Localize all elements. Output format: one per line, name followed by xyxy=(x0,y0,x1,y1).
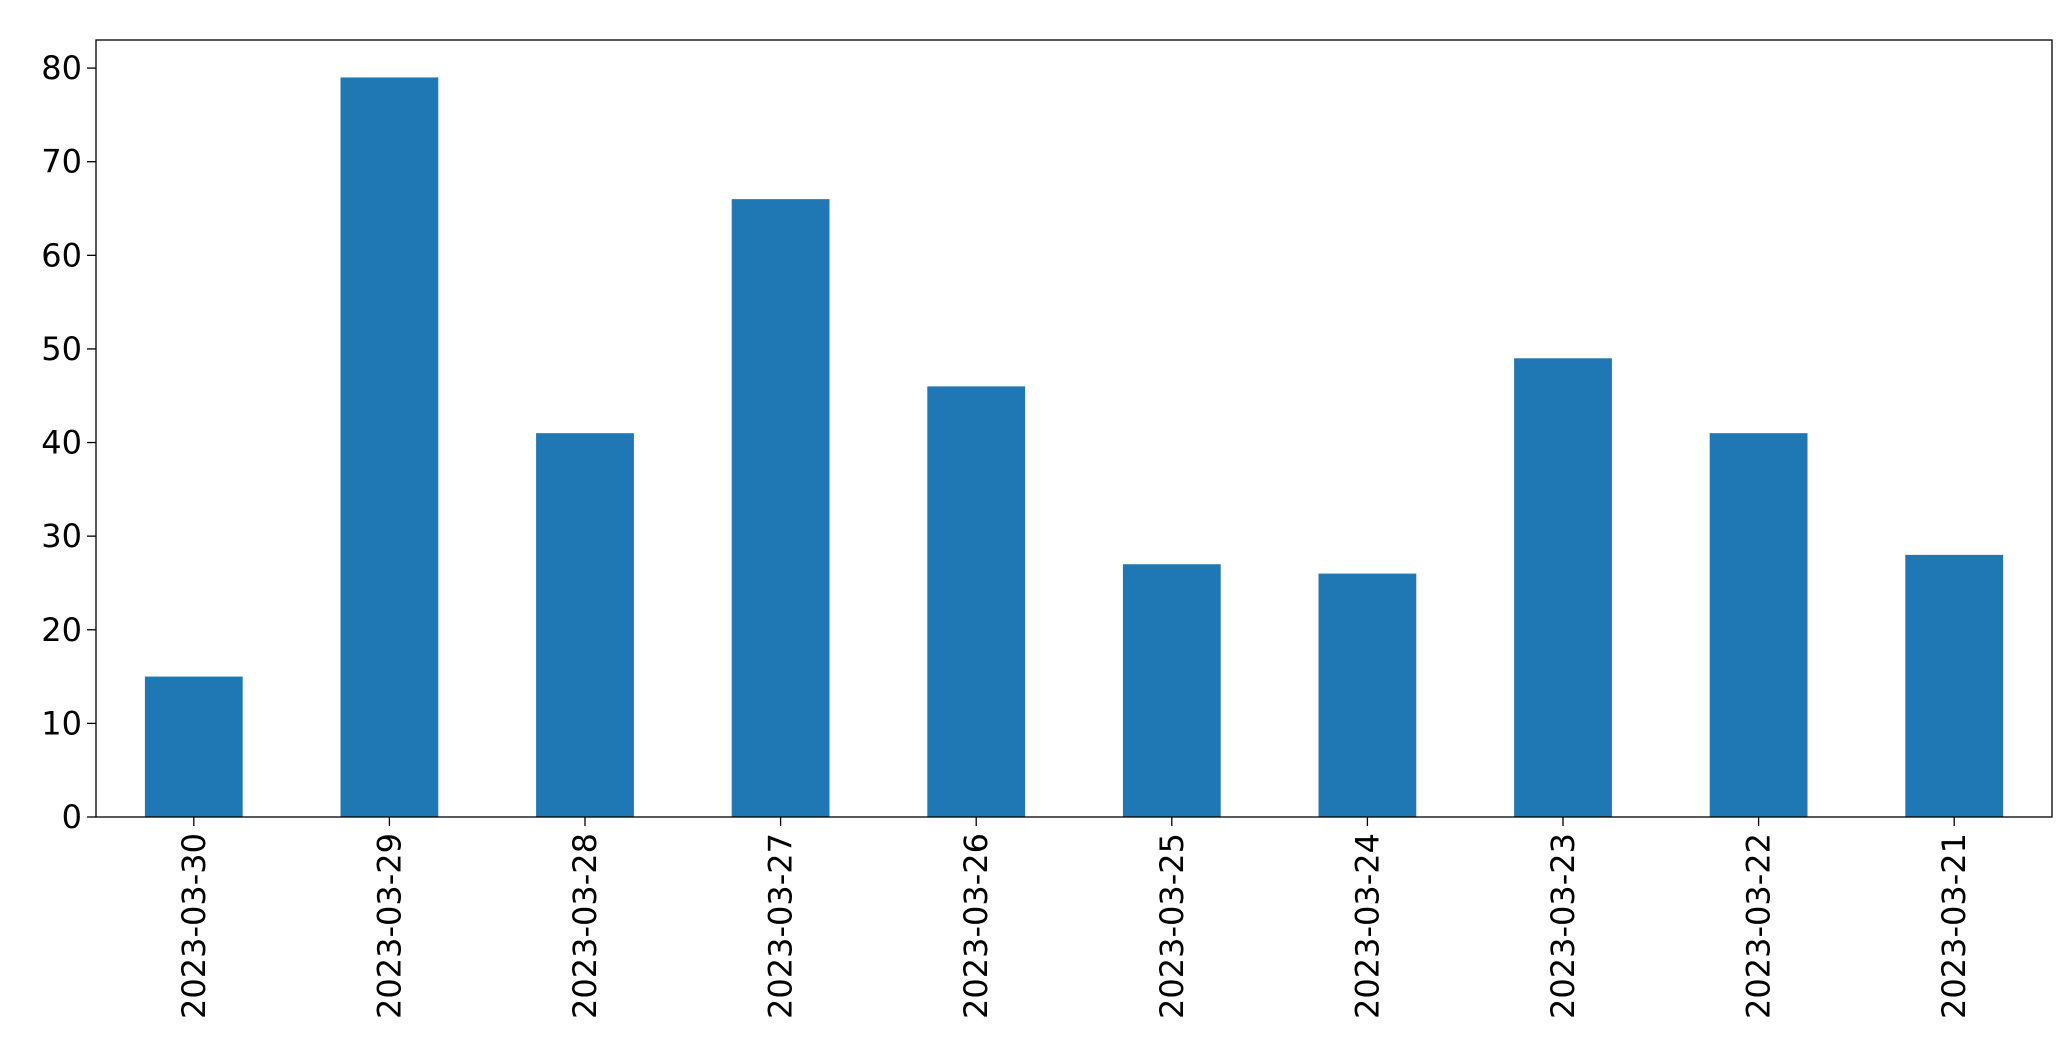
bar xyxy=(536,433,634,817)
x-tick-label: 2023-03-28 xyxy=(566,833,604,1019)
bar xyxy=(1122,564,1221,817)
y-tick-label: 20 xyxy=(41,611,82,649)
bar xyxy=(1709,433,1808,817)
x-tick-label: 2023-03-27 xyxy=(762,833,800,1019)
x-tick-label: 2023-03-30 xyxy=(175,833,213,1019)
x-tick-label: 2023-03-23 xyxy=(1544,833,1582,1019)
y-tick-label: 0 xyxy=(62,798,82,836)
x-tick-label: 2023-03-26 xyxy=(957,833,995,1019)
bar xyxy=(1905,554,2004,817)
bar xyxy=(927,386,1026,817)
bar xyxy=(340,77,439,817)
x-tick-label: 2023-03-25 xyxy=(1153,833,1191,1019)
y-tick-label: 60 xyxy=(41,236,82,274)
y-tick-label: 70 xyxy=(41,143,82,181)
x-tick-label: 2023-03-22 xyxy=(1740,833,1778,1019)
y-tick-label: 80 xyxy=(41,49,82,87)
y-tick-label: 40 xyxy=(41,424,82,462)
x-tick-label: 2023-03-21 xyxy=(1935,833,1973,1019)
y-tick-label: 50 xyxy=(41,330,82,368)
axes-frame xyxy=(95,39,2053,818)
bar xyxy=(1318,573,1417,817)
x-tick-label: 2023-03-24 xyxy=(1348,833,1386,1019)
y-tick-label: 10 xyxy=(41,704,82,742)
bar xyxy=(144,676,243,817)
bar xyxy=(731,199,830,817)
x-tick-label: 2023-03-29 xyxy=(370,833,408,1019)
y-tick-label: 30 xyxy=(41,517,82,555)
bar xyxy=(1514,358,1612,817)
